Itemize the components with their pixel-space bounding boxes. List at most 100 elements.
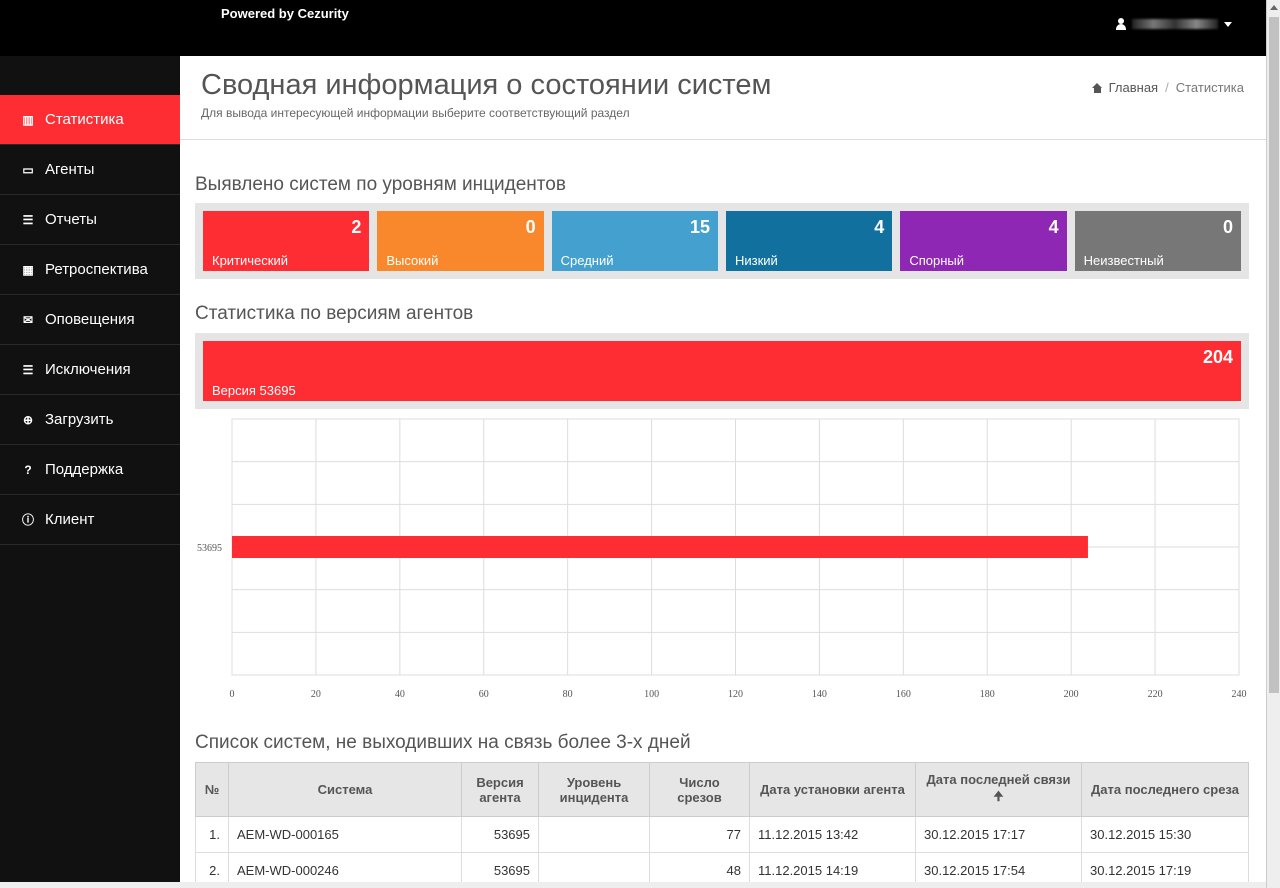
chart-bar-53695[interactable]	[232, 536, 1088, 558]
chart-x-tick-label: 180	[980, 689, 995, 700]
offline-systems-title: Список систем, не выходивших на связь бо…	[195, 732, 691, 753]
incident-tile-0[interactable]: 2 Критический	[203, 211, 370, 271]
cell-agent-version: 53695	[461, 816, 539, 853]
sidebar-item-4[interactable]: ✉ Оповещения	[0, 295, 180, 345]
offline-systems-table: № Система Версия агента Уровень инцидент…	[195, 762, 1249, 888]
sidebar-item-7[interactable]: ? Поддержка	[0, 445, 180, 495]
monitor-icon: ▭	[22, 162, 34, 177]
incident-tile-5[interactable]: 0 Неизвестный	[1074, 211, 1241, 271]
user-icon	[1116, 18, 1126, 30]
brand-text: Powered by Cezurity	[221, 6, 349, 21]
column-header-last-contact[interactable]: Дата последней связи 🠉	[915, 762, 1082, 817]
breadcrumb: Главная / Статистика	[1091, 80, 1244, 95]
envelope-icon: ✉	[22, 312, 34, 327]
incident-count: 4	[1048, 217, 1059, 237]
user-menu[interactable]	[1116, 18, 1232, 30]
sidebar-item-label: Загрузить	[45, 411, 114, 428]
chart-x-tick-label: 80	[563, 689, 573, 700]
incident-tile-2[interactable]: 15 Средний	[551, 211, 718, 271]
sidebar-item-label: Агенты	[45, 161, 95, 178]
breadcrumb-home-link[interactable]: Главная	[1108, 80, 1159, 95]
version-tile[interactable]: 204 Версия 53695	[203, 341, 1241, 401]
chart-x-tick-label: 20	[311, 689, 321, 700]
info-icon: ⓘ	[21, 513, 34, 527]
chart-x-tick-label: 100	[644, 689, 659, 700]
breadcrumb-current: Статистика	[1175, 80, 1244, 95]
sidebar-item-8[interactable]: ⓘ Клиент	[0, 495, 180, 545]
incident-tile-4[interactable]: 4 Спорный	[900, 211, 1067, 271]
chart-x-tick-label: 140	[812, 689, 827, 700]
chart-x-tick-label: 40	[395, 689, 405, 700]
table-body: 1. AEM-WD-000165 53695 77 11.12.2015 13:42 30…	[195, 816, 1249, 888]
chart-x-tick-label: 220	[1148, 689, 1163, 700]
incident-label: Критический	[212, 253, 288, 268]
column-header-snapshot-count[interactable]: Число срезов	[649, 762, 750, 817]
incident-label: Спорный	[909, 253, 964, 268]
sidebar-item-label: Оповещения	[45, 311, 135, 328]
incident-count: 15	[689, 217, 710, 237]
table-icon: ▦	[22, 262, 34, 277]
incident-tile-3[interactable]: 4 Низкий	[725, 211, 893, 271]
sidebar: ▥ Статистика ▭ Агенты ☰ Отчеты ▦ Ретроспектива ✉…	[0, 56, 180, 888]
sidebar-item-6[interactable]: ⊕ Загрузить	[0, 395, 180, 445]
page-title: Сводная информация о состоянии систем	[201, 69, 772, 101]
user-name-redacted	[1132, 19, 1218, 29]
column-header-incident-level[interactable]: Уровень инцидента	[538, 762, 650, 817]
bar-chart-icon: ▥	[22, 112, 34, 127]
vertical-scrollbar[interactable]	[1266, 0, 1280, 888]
download-icon: ⊕	[22, 412, 34, 427]
cell-system-name: AEM-WD-000165	[228, 816, 462, 853]
incident-count: 4	[874, 217, 885, 237]
scroll-up-arrow-icon[interactable]	[1270, 5, 1278, 10]
incidents-section-title: Выявлено систем по уровням инцидентов	[195, 174, 566, 195]
horizontal-scrollbar[interactable]	[0, 882, 1266, 888]
sidebar-item-0[interactable]: ▥ Статистика	[0, 95, 180, 145]
question-icon: ?	[24, 462, 32, 477]
chart-x-tick-label: 160	[896, 689, 911, 700]
sidebar-item-label: Поддержка	[45, 461, 124, 478]
chart-x-tick-label: 60	[479, 689, 489, 700]
sidebar-item-label: Исключения	[45, 361, 131, 378]
cell-install-date: 11.12.2015 13:42	[749, 816, 916, 853]
incident-tiles: 2 Критический 0 Высокий 15 Средний 4 Низкий 4 Спо…	[195, 203, 1249, 279]
incident-label: Высокий	[386, 253, 439, 268]
sidebar-item-2[interactable]: ☰ Отчеты	[0, 195, 180, 245]
scrollbar-thumb[interactable]	[1269, 17, 1279, 693]
arrow-up-icon: 🠉	[993, 788, 1004, 803]
chart-x-tick-label: 0	[230, 689, 235, 700]
list-icon: ☰	[22, 362, 34, 377]
table-row[interactable]: 1. AEM-WD-000165 53695 77 11.12.2015 13:42 30…	[195, 816, 1249, 853]
incident-label: Низкий	[734, 253, 778, 268]
version-label: Версия 53695	[212, 383, 296, 398]
versions-section-title: Статистика по версиям агентов	[195, 303, 474, 324]
chart-x-tick-label: 240	[1232, 689, 1247, 700]
sidebar-item-label: Статистика	[45, 111, 124, 128]
top-navbar: Powered by Cezurity	[0, 0, 1266, 56]
incident-count: 0	[525, 217, 536, 237]
chart-x-tick-label: 120	[728, 689, 743, 700]
main-content: Сводная информация о состоянии систем Дл…	[180, 56, 1266, 888]
column-header-agent-version[interactable]: Версия агента	[461, 762, 539, 817]
table-header-row: № Система Версия агента Уровень инцидент…	[195, 762, 1249, 817]
sidebar-item-label: Клиент	[45, 511, 95, 528]
column-header-system[interactable]: Система	[228, 762, 462, 817]
cell-incident-level	[538, 816, 650, 853]
column-header-number[interactable]: №	[195, 762, 229, 817]
incident-count: 2	[351, 217, 362, 237]
caret-down-icon	[1224, 21, 1232, 27]
incident-label: Неизвестный	[1083, 253, 1164, 268]
sidebar-item-label: Ретроспектива	[45, 261, 148, 278]
sidebar-item-3[interactable]: ▦ Ретроспектива	[0, 245, 180, 295]
chart-y-category-label: 53695	[197, 543, 222, 554]
cell-snapshot-count: 77	[649, 816, 750, 853]
page-subtitle: Для вывода интересующей информации выбер…	[201, 106, 630, 120]
incident-tile-1[interactable]: 0 Высокий	[377, 211, 544, 271]
breadcrumb-separator: /	[1165, 80, 1169, 95]
column-header-last-snapshot[interactable]: Дата последнего среза	[1081, 762, 1249, 817]
page-header: Сводная информация о состоянии систем Дл…	[180, 56, 1266, 140]
list-icon: ☰	[22, 212, 34, 227]
sidebar-item-5[interactable]: ☰ Исключения	[0, 345, 180, 395]
column-header-install-date[interactable]: Дата установки агента	[749, 762, 916, 817]
column-header-last-contact-label: Дата последней связи	[926, 771, 1071, 787]
sidebar-item-1[interactable]: ▭ Агенты	[0, 145, 180, 195]
